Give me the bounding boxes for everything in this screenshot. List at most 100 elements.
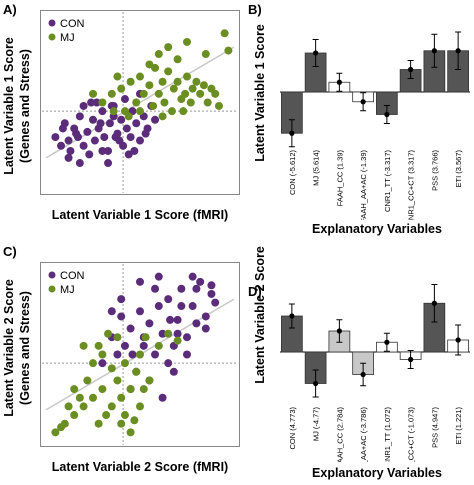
scatter-a-point-con bbox=[87, 98, 96, 107]
scatter-a-point-con bbox=[151, 115, 160, 124]
scatter-c-point-mj bbox=[113, 333, 122, 342]
scatter-a-legend-label-con: CON bbox=[60, 18, 85, 30]
scatter-c-point-con bbox=[139, 341, 148, 350]
scatter-a-point-mj bbox=[167, 107, 176, 116]
scatter-c-point-con bbox=[151, 284, 160, 293]
scatter-c-point-con bbox=[154, 272, 163, 281]
scatter-a-point-con bbox=[100, 133, 109, 142]
scatter-a-point-con bbox=[66, 146, 75, 155]
bars-d-category-label: CON (4.773) bbox=[288, 406, 297, 449]
scatter-a-point-con bbox=[122, 124, 131, 133]
scatter-a-point-con bbox=[98, 107, 107, 116]
scatter-c-point-mj bbox=[89, 359, 97, 368]
scatter-c-point-con bbox=[113, 350, 122, 359]
scatter-a-point-mj bbox=[160, 98, 169, 107]
scatter-a-point-con bbox=[141, 129, 150, 138]
scatter-c-point-mj bbox=[79, 402, 88, 411]
panel-a: A) Latent Variable 1 Score (Genes and St… bbox=[0, 0, 240, 242]
scatter-c-point-con bbox=[158, 329, 167, 338]
scatter-c-point-mj bbox=[136, 402, 144, 411]
scatter-a-point-mj bbox=[107, 89, 116, 98]
scatter-a-legend-label-mj: MJ bbox=[60, 32, 75, 44]
scatter-c-point-mj bbox=[102, 411, 111, 420]
scatter-c-point-con bbox=[207, 289, 216, 298]
panel-d: D) Latent Variable 2 Score CON (4.773) MJ… bbox=[240, 242, 474, 485]
scatter-a-point-mj bbox=[201, 50, 210, 59]
scatter-c-legend-label-con: CON bbox=[60, 270, 85, 282]
bars-b-category-label: CNR1_TT (-3.317) bbox=[383, 150, 392, 212]
bars-d-point bbox=[360, 371, 366, 378]
scatter-c-point-con bbox=[201, 324, 210, 333]
scatter-c-point-con bbox=[188, 272, 197, 281]
scatter-a-point-mj bbox=[181, 89, 190, 98]
scatter-a-point-con bbox=[79, 141, 88, 150]
scatter-c-point-con bbox=[183, 350, 191, 359]
bars-d-point bbox=[455, 337, 461, 343]
scatter-a-point-mj bbox=[196, 89, 205, 98]
bars-b-point bbox=[313, 50, 319, 56]
scatter-c-point-mj bbox=[173, 336, 182, 345]
scatter-c-point-con bbox=[183, 333, 191, 342]
bars-d-point bbox=[408, 356, 414, 363]
scatter-a-point-mj bbox=[183, 37, 191, 46]
bars-d-category-label: ETI (1.221) bbox=[454, 406, 463, 444]
scatter-a-point-con bbox=[51, 133, 60, 142]
bars-d-point bbox=[313, 380, 319, 387]
scatter-a-point-con bbox=[96, 119, 105, 128]
scatter-c-point-con bbox=[120, 341, 129, 350]
scatter-c-point-mj bbox=[141, 333, 150, 342]
scatter-c-point-mj bbox=[57, 423, 66, 432]
scatter-c-point-mj bbox=[130, 416, 139, 425]
scatter-c-legend: CON MJ bbox=[44, 266, 100, 300]
bars-d-point bbox=[431, 300, 437, 306]
scatter-c-point-mj bbox=[70, 385, 79, 394]
scatter-a-point-mj bbox=[149, 101, 158, 110]
scatter-c-point-con bbox=[128, 350, 137, 359]
scatter-c-point-mj bbox=[126, 385, 135, 394]
scatter-a-point-mj bbox=[173, 77, 182, 86]
scatter-c-point-con bbox=[98, 359, 107, 368]
bars-b-category-label: ETI (3.567) bbox=[454, 149, 463, 187]
scatter-a-point-mj bbox=[98, 98, 107, 107]
panel-c-xlabel: Latent Variable 2 Score (fMRI) bbox=[51, 460, 229, 474]
bars-d-point bbox=[336, 328, 342, 334]
scatter-c-point-mj bbox=[139, 385, 148, 394]
scatter-c-point-mj bbox=[107, 364, 116, 373]
scatter-a-point-mj bbox=[188, 84, 197, 93]
scatter-a-point-mj bbox=[89, 89, 97, 98]
scatter-a-point-mj bbox=[136, 107, 144, 116]
scatter-c-point-mj bbox=[98, 385, 107, 394]
bars-d-category-label: FAAH_CC (2.784) bbox=[335, 407, 344, 462]
scatter-a-point-mj bbox=[214, 101, 223, 110]
scatter-a-point-mj bbox=[192, 77, 201, 86]
scatter-c-point-con bbox=[151, 350, 160, 359]
scatter-c-legend-marker-con bbox=[48, 271, 56, 279]
scatter-a-point-mj bbox=[109, 107, 118, 116]
scatter-a-point-mj bbox=[183, 72, 191, 81]
scatter-a-point-con bbox=[58, 124, 67, 133]
scatter-c-point-mj bbox=[136, 350, 144, 359]
panel-a-xlabel: Latent Variable 1 Score (fMRI) bbox=[51, 208, 229, 222]
scatter-c-point-mj bbox=[64, 402, 73, 411]
panel-d-xlabel: Explanatory Variables bbox=[312, 466, 442, 480]
panel-b: B) Latent Variable 1 Score CON (-5.612) M… bbox=[240, 0, 474, 242]
bars-d-category-label: CNR1_TT (1.072) bbox=[383, 407, 392, 462]
bars-b-category-label: CON (-5.612) bbox=[288, 150, 297, 196]
scatter-c-point-con bbox=[107, 307, 116, 316]
scatter-c-point-mj bbox=[164, 329, 173, 338]
bars-b-category-label: FAAH_CC (1.39) bbox=[335, 150, 344, 207]
scatter-c-point-mj bbox=[126, 428, 135, 437]
panel-d-ylabel: Latent Variable 2 Score bbox=[253, 246, 267, 384]
bars-b-point bbox=[408, 66, 414, 73]
scatter-c-point-con bbox=[158, 393, 167, 402]
scatter-a-point-mj bbox=[154, 50, 163, 59]
scatter-c-point-con bbox=[164, 295, 173, 304]
scatter-a-point-mj bbox=[164, 67, 173, 76]
panel-b-xlabel: Explanatory Variables bbox=[312, 222, 442, 236]
panel-c-ylabel: Latent Variable 2 Score (Genes and Stres… bbox=[1, 268, 35, 428]
scatter-c-point-con bbox=[154, 302, 163, 311]
scatter-c-point-mj bbox=[120, 359, 129, 368]
scatter-c-point-con bbox=[136, 307, 144, 316]
scatter-a-point-con bbox=[104, 159, 113, 168]
scatter-c-point-mj bbox=[94, 419, 103, 428]
